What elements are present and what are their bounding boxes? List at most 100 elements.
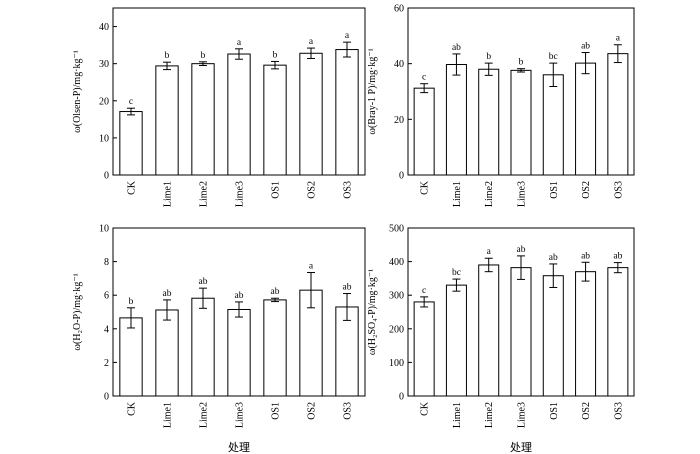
category-label: Lime3 <box>517 181 528 207</box>
category-label: OS2 <box>581 402 592 420</box>
x-axis-label: 处理 <box>510 441 532 454</box>
panel-bray-p: 0 20 40 60 c CK ab Lime1 b Lime2 b Lime3 bc OS1 ab OS2 a… <box>367 4 635 207</box>
category-label: CK <box>127 180 138 195</box>
significance-letter: bc <box>549 52 558 62</box>
significance-letter: ab <box>581 42 590 52</box>
significance-letter: b <box>201 51 206 61</box>
bar <box>510 69 532 176</box>
category-label: Lime1 <box>163 181 174 207</box>
category-label: Lime2 <box>484 402 495 428</box>
bar <box>227 308 251 397</box>
bar <box>191 297 215 397</box>
y-axis-label: ω(Bray-1 P)/mg·kg⁻¹ <box>367 48 378 134</box>
y-tick-label: 500 <box>389 224 404 235</box>
bar <box>575 62 597 176</box>
y-tick-label: 300 <box>389 291 404 302</box>
y-tick-label: 0 <box>399 171 404 182</box>
y-tick-label: 60 <box>394 4 404 15</box>
y-axis-label: ω(Olsen-P)/mg·kg⁻¹ <box>72 50 83 133</box>
panel-h2so4-p: 0 100 200 300 400 500 c CK bc Lime1 a Lime2 ab Lime3 a… <box>367 224 635 454</box>
y-tick-label: 2 <box>104 358 109 369</box>
category-label: OS1 <box>271 181 282 199</box>
y-tick-label: 30 <box>99 59 109 70</box>
significance-letter: a <box>487 247 492 257</box>
category-label: OS3 <box>343 402 354 420</box>
bar <box>510 267 532 397</box>
bar <box>299 52 323 176</box>
bar <box>155 309 179 397</box>
significance-letter: bc <box>452 268 461 278</box>
panel-olsen-p: 0 10 20 30 40 c CK b Lime1 b Lime2 a Lime3 b OS1 a OS2 a O… <box>72 7 366 207</box>
category-label: OS2 <box>307 402 318 420</box>
category-label: OS2 <box>307 181 318 199</box>
y-tick-label: 40 <box>394 59 404 70</box>
bar <box>413 87 435 176</box>
category-label: Lime3 <box>235 181 246 207</box>
significance-letter: ab <box>163 289 172 299</box>
category-label: OS3 <box>613 402 624 420</box>
x-axis-label: 处理 <box>228 441 250 454</box>
significance-letter: a <box>237 38 242 48</box>
y-axis-label: ω(H₂O-P)/mg·kg⁻¹ <box>72 273 83 350</box>
y-tick-label: 10 <box>99 224 109 235</box>
y-axis-label: ω(H₂SO₄-P)/mg·kg⁻¹ <box>367 269 378 355</box>
bar <box>445 64 467 176</box>
significance-letter: ab <box>581 251 590 261</box>
bar <box>263 299 287 397</box>
bar <box>542 74 564 176</box>
significance-letter: ab <box>343 283 352 293</box>
category-label: OS1 <box>549 181 560 199</box>
bar <box>413 301 435 397</box>
y-tick-label: 20 <box>394 115 404 126</box>
category-label: OS1 <box>549 402 560 420</box>
significance-letter: b <box>129 297 134 307</box>
y-tick-label: 0 <box>104 171 109 182</box>
significance-letter: b <box>273 50 278 60</box>
significance-letter: ab <box>549 253 558 263</box>
category-label: Lime1 <box>163 402 174 428</box>
bar <box>575 271 597 397</box>
significance-letter: ab <box>517 245 526 255</box>
category-label: Lime2 <box>199 181 210 207</box>
bar <box>263 64 287 176</box>
significance-letter: a <box>345 31 350 41</box>
y-tick-label: 6 <box>104 291 109 302</box>
category-label: Lime1 <box>452 181 463 207</box>
significance-letter: ab <box>452 43 461 53</box>
bar <box>119 111 143 176</box>
panel-h2o-p: 0 2 4 6 8 10 b CK ab Lime1 ab Lime2 ab Lime3 ab OS1 a OS2… <box>72 224 366 454</box>
significance-letter: c <box>129 97 133 107</box>
significance-letter: a <box>616 34 621 44</box>
bar <box>542 275 564 397</box>
category-label: OS3 <box>613 181 624 199</box>
category-label: CK <box>420 180 431 195</box>
significance-letter: c <box>422 73 426 83</box>
significance-letter: ab <box>613 252 622 262</box>
bar <box>227 53 251 176</box>
y-tick-label: 8 <box>104 257 109 268</box>
y-tick-label: 4 <box>104 324 109 335</box>
significance-letter: c <box>422 286 426 296</box>
bar <box>119 317 143 397</box>
y-tick-label: 0 <box>399 392 404 403</box>
category-label: Lime1 <box>452 402 463 428</box>
significance-letter: b <box>486 52 491 62</box>
significance-letter: ab <box>235 291 244 301</box>
y-tick-label: 40 <box>99 22 109 33</box>
bar <box>478 264 500 397</box>
y-tick-label: 400 <box>389 257 404 268</box>
bar <box>155 65 179 176</box>
y-tick-label: 200 <box>389 324 404 335</box>
bar <box>607 267 629 397</box>
category-label: CK <box>420 401 431 416</box>
category-label: OS1 <box>271 402 282 420</box>
bar <box>607 53 629 176</box>
y-tick-label: 20 <box>99 96 109 107</box>
category-label: OS3 <box>343 181 354 199</box>
category-label: Lime2 <box>199 402 210 428</box>
category-label: Lime3 <box>235 402 246 428</box>
category-label: OS2 <box>581 181 592 199</box>
significance-letter: b <box>519 58 524 68</box>
significance-letter: b <box>165 51 170 61</box>
